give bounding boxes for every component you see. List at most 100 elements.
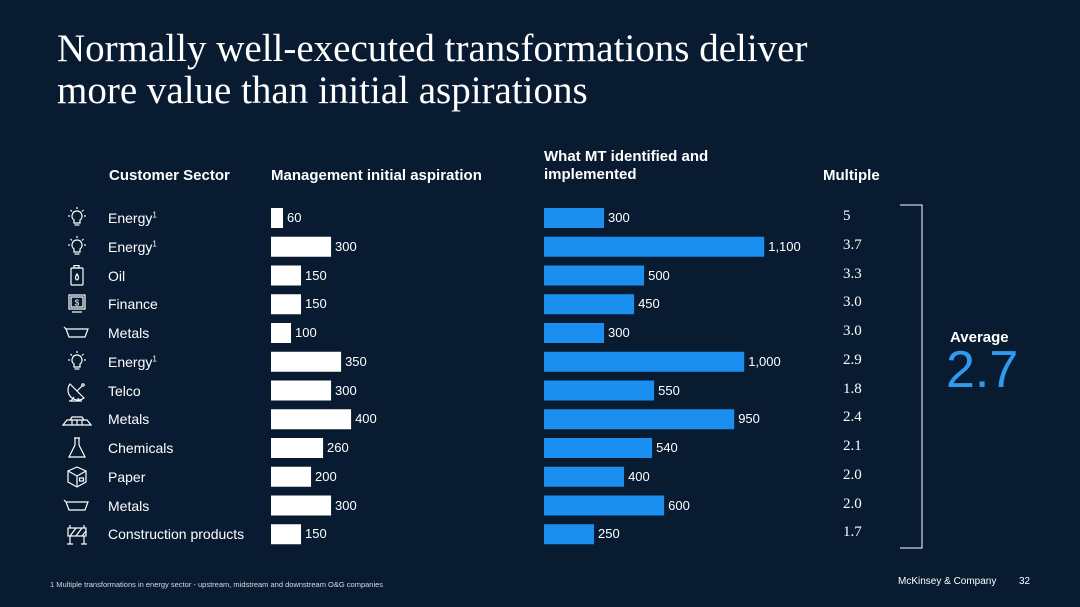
footnote-mark: 1 — [152, 354, 157, 364]
money-bill-icon: $ — [62, 293, 92, 315]
paper-box-icon — [62, 466, 92, 488]
value-label-initial: 200 — [315, 468, 337, 484]
bar-initial-aspiration — [271, 294, 302, 315]
metal-ingot-icon — [62, 322, 92, 344]
bar-identified-implemented — [544, 524, 595, 545]
header-initial-aspiration: Management initial aspiration — [271, 167, 482, 184]
sector-label: Telco — [108, 382, 141, 399]
satellite-dish-icon — [62, 380, 92, 402]
multiple-value: 3.0 — [843, 323, 862, 339]
sector-label: Paper — [108, 468, 146, 485]
bar-initial-aspiration — [271, 524, 302, 545]
multiple-value: 2.4 — [843, 409, 862, 426]
multiple-value: 1.8 — [843, 380, 862, 397]
multiple-value: 3.0 — [843, 294, 862, 311]
sector-label: Energy1 — [108, 238, 157, 255]
multiple-value: 5 — [843, 208, 851, 224]
bar-identified-implemented — [544, 438, 653, 458]
footnote-mark: 1 — [152, 239, 157, 249]
oil-can-icon — [62, 264, 92, 287]
value-label-initial: 300 — [335, 497, 357, 513]
value-label-identified: 250 — [598, 526, 620, 542]
value-label-initial: 260 — [327, 440, 349, 455]
value-label-identified: 1,100 — [768, 238, 801, 254]
multiple-value: 2.1 — [843, 438, 862, 454]
sector-label: Metals — [108, 497, 150, 514]
value-label-initial: 400 — [355, 411, 377, 427]
bar-identified-implemented — [544, 351, 745, 372]
footnote: 1 Multiple transformations in energy sec… — [50, 580, 384, 589]
bar-identified-implemented — [544, 380, 655, 401]
multiple-value: 3.7 — [843, 236, 862, 253]
multiple-value: 3.3 — [843, 265, 862, 282]
sector-label: Energy1 — [108, 353, 157, 370]
sector-label: Construction products — [108, 526, 245, 543]
bar-initial-aspiration — [271, 351, 342, 372]
value-label-identified: 300 — [608, 210, 630, 225]
bar-initial-aspiration — [271, 466, 312, 487]
brand-name: McKinsey & Company — [898, 576, 997, 587]
bar-identified-implemented — [544, 208, 605, 228]
bar-initial-aspiration — [271, 380, 332, 401]
value-label-initial: 300 — [335, 238, 357, 254]
sector-label: Metals — [108, 411, 150, 428]
page-number: 32 — [1019, 576, 1031, 587]
header-identified-implemented: What MT identified and implemented — [544, 148, 709, 183]
multiples-bracket — [900, 204, 923, 549]
value-label-identified: 1,000 — [748, 353, 781, 369]
bar-initial-aspiration — [271, 208, 284, 228]
value-label-initial: 350 — [345, 353, 367, 369]
construction-barrier-icon — [62, 523, 92, 545]
sector-label: Metals — [108, 325, 150, 341]
metal-bars-icon — [61, 408, 93, 430]
bar-initial-aspiration — [271, 265, 302, 286]
value-label-identified: 500 — [648, 267, 670, 283]
value-label-identified: 950 — [738, 411, 760, 427]
multiple-value: 2.9 — [843, 351, 862, 368]
sector-label: Oil — [108, 267, 126, 284]
average-value: 2.7 — [946, 341, 1019, 399]
multiple-value: 2.0 — [843, 466, 862, 483]
value-label-identified: 540 — [656, 440, 678, 455]
lightbulb-icon — [62, 350, 92, 373]
bar-identified-implemented — [544, 265, 645, 286]
title-line-2: more value than initial aspirations — [57, 69, 588, 112]
sector-label: Energy1 — [108, 210, 157, 226]
value-label-initial: 150 — [305, 267, 327, 283]
bar-initial-aspiration — [271, 236, 332, 257]
page-title: Normally well-executed transformations d… — [57, 28, 1017, 112]
bar-initial-aspiration — [271, 323, 292, 343]
value-label-initial: 60 — [287, 210, 302, 225]
bar-initial-aspiration — [271, 409, 352, 430]
bar-initial-aspiration — [271, 495, 332, 516]
flask-icon — [62, 437, 92, 459]
title-line-1: Normally well-executed transformations d… — [57, 27, 808, 70]
value-label-initial: 150 — [305, 296, 327, 312]
value-label-identified: 600 — [668, 497, 690, 513]
header-customer-sector: Customer Sector — [109, 167, 230, 184]
value-label-identified: 550 — [658, 382, 680, 398]
multiple-value: 2.0 — [843, 495, 862, 512]
metal-ingot-icon — [62, 495, 92, 517]
value-label-identified: 300 — [608, 325, 630, 340]
value-label-initial: 300 — [335, 382, 357, 398]
lightbulb-icon — [62, 207, 92, 229]
bar-identified-implemented — [544, 409, 735, 430]
header-multiple: Multiple — [823, 167, 880, 184]
sector-label: Chemicals — [108, 440, 174, 456]
bar-identified-implemented — [544, 236, 765, 257]
footnote-mark: 1 — [152, 210, 157, 220]
bar-identified-implemented — [544, 323, 605, 343]
value-label-initial: 150 — [305, 526, 327, 542]
svg-text:$: $ — [75, 299, 80, 308]
bar-identified-implemented — [544, 495, 665, 516]
lightbulb-icon — [62, 235, 92, 258]
value-label-identified: 450 — [638, 296, 660, 312]
value-label-identified: 400 — [628, 468, 650, 484]
bar-identified-implemented — [544, 294, 635, 315]
bar-identified-implemented — [544, 466, 625, 487]
value-label-initial: 100 — [295, 325, 317, 340]
bar-initial-aspiration — [271, 438, 324, 458]
average-label: Average — [950, 329, 1009, 346]
